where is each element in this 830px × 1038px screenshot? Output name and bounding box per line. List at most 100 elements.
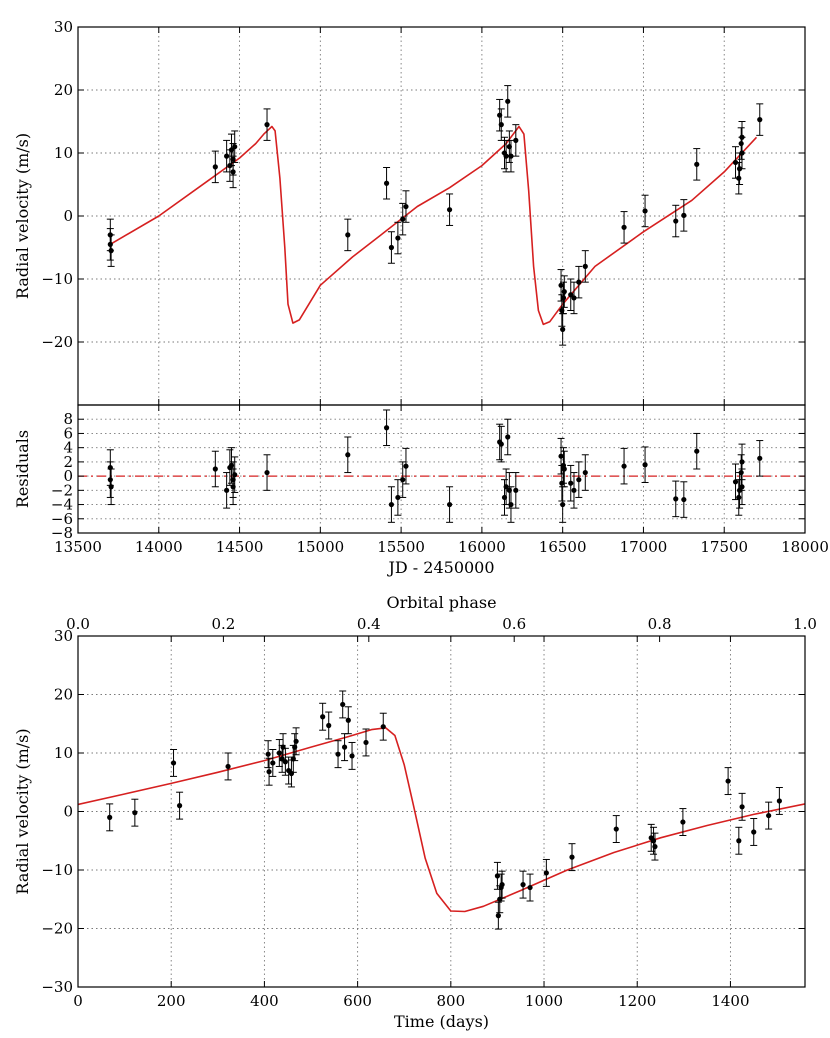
data-point <box>446 501 453 508</box>
y-tick-label: 6 <box>63 424 73 442</box>
data-point <box>694 161 700 167</box>
data-point <box>560 326 566 332</box>
data-point <box>380 724 386 730</box>
data-point <box>558 453 564 459</box>
data-point <box>383 425 390 431</box>
data-point <box>561 466 567 472</box>
data-point <box>642 208 648 214</box>
data-point <box>673 496 679 502</box>
top-x-tick-label: 0.0 <box>66 615 90 633</box>
y-axis-title: Residuals <box>13 430 32 508</box>
data-point <box>560 295 567 301</box>
data-point <box>388 501 395 508</box>
data-point <box>383 180 390 186</box>
data-point <box>694 448 700 454</box>
data-point <box>725 778 731 784</box>
panel-top-main: −20 −10 0 10 20 30 Radial velocity (m/s) <box>13 18 806 406</box>
data-point <box>107 814 113 820</box>
data-point <box>673 218 679 224</box>
data-point <box>568 480 574 486</box>
data-point <box>571 295 577 301</box>
data-point <box>266 769 272 775</box>
plot-area <box>106 409 764 523</box>
data-point <box>513 487 519 493</box>
data-point <box>505 434 511 440</box>
data-point <box>349 753 355 759</box>
data-point <box>340 701 346 708</box>
data-point <box>264 469 270 476</box>
data-point <box>558 282 564 288</box>
data-point <box>265 751 271 757</box>
x-tick-label: 600 <box>343 992 372 1010</box>
data-point <box>613 826 619 832</box>
x-tick-label: 1000 <box>525 992 563 1010</box>
data-point <box>560 501 566 508</box>
top-x-tick-label: 0.8 <box>648 615 672 633</box>
data-point <box>400 216 406 222</box>
plot-area <box>78 690 805 930</box>
data-point <box>739 134 745 140</box>
data-point <box>326 722 332 729</box>
data-point <box>738 469 744 476</box>
y-tick-label: 2 <box>63 453 73 471</box>
data-point <box>400 477 406 483</box>
data-point <box>495 913 501 919</box>
data-point <box>335 751 341 757</box>
data-point <box>230 169 236 175</box>
data-point <box>520 882 526 888</box>
data-point <box>766 812 772 819</box>
data-point <box>107 477 113 483</box>
data-point <box>732 479 739 485</box>
data-point <box>505 98 511 104</box>
data-point <box>681 212 687 218</box>
x-tick-label: 1200 <box>618 992 656 1010</box>
data-point <box>499 882 505 888</box>
data-point <box>232 144 238 150</box>
x-tick-label: 800 <box>437 992 466 1010</box>
data-point <box>498 441 504 447</box>
y-tick-label: 8 <box>63 410 73 428</box>
data-point <box>108 484 114 490</box>
data-point <box>738 140 744 147</box>
top-x-axis-title: Orbital phase <box>386 593 496 612</box>
y-tick-label: −2 <box>51 481 73 499</box>
data-point <box>446 207 453 213</box>
data-point <box>293 738 299 744</box>
top-x-tick-label: 1.0 <box>793 615 817 633</box>
y-tick-label: −30 <box>41 978 73 996</box>
data-point <box>621 463 627 469</box>
data-point <box>395 494 401 501</box>
y-tick-label: 30 <box>54 627 73 645</box>
data-point <box>508 153 514 159</box>
y-tick-label: −20 <box>41 920 73 938</box>
data-point <box>503 153 509 159</box>
data-point <box>561 289 567 295</box>
model-curve <box>109 125 758 326</box>
y-tick-label: 30 <box>54 18 73 36</box>
y-tick-label: 10 <box>54 144 73 162</box>
y-tick-label: 20 <box>54 686 73 704</box>
data-point <box>345 717 351 723</box>
data-point <box>403 203 409 210</box>
panel-phase-folded: −30 −20 −10 0 10 20 30 0 200 400 600 800 1000 1200 140… <box>13 593 817 1031</box>
data-point <box>388 244 395 251</box>
data-point <box>280 744 286 750</box>
data-point <box>212 164 218 170</box>
y-tick-label: −10 <box>41 270 73 288</box>
data-point <box>527 884 533 891</box>
data-point <box>224 487 230 493</box>
data-point <box>642 462 648 468</box>
data-point <box>543 870 549 876</box>
y-tick-label: 0 <box>63 467 73 485</box>
data-point <box>652 844 658 850</box>
data-point <box>498 122 504 128</box>
data-point <box>680 819 686 825</box>
y-tick-label: 20 <box>54 81 73 99</box>
data-point <box>345 232 351 238</box>
y-tick-label: −20 <box>41 333 73 351</box>
data-point <box>264 122 270 128</box>
x-tick-label: 15500 <box>377 538 425 556</box>
data-point <box>176 803 183 809</box>
